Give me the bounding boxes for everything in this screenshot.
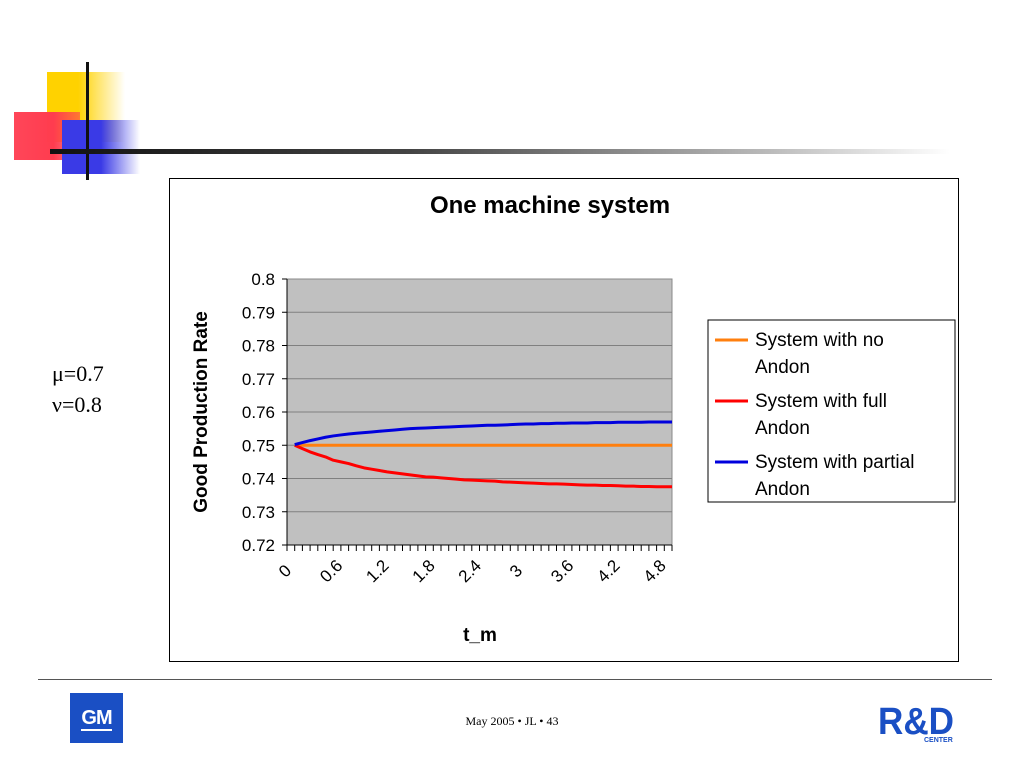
y-tick-label: 0.72 [242, 536, 275, 555]
x-ticks: 0 0.6 1.2 1.8 2.4 3 3.6 4.2 4.8 [275, 545, 673, 586]
rd-center-logo: R&D CENTER [878, 701, 954, 744]
x-tick-label: 1.2 [362, 556, 392, 586]
gm-logo-text: GM [81, 707, 113, 731]
header-deco-blue [62, 120, 140, 174]
footer-rule [38, 679, 992, 680]
line-chart: One machine system 0.80.790.780.770.760.… [191, 192, 956, 646]
y-tick-label: 0.76 [242, 403, 275, 422]
legend-box [707, 319, 956, 503]
series-line-3 [294, 420, 672, 447]
x-axis-label: t_m [463, 625, 497, 646]
y-tick-label: 0.8 [251, 270, 275, 289]
legend-label: System with no Andon [755, 330, 884, 378]
x-tick-label: 4.8 [640, 556, 670, 586]
rd-logo-text: R&D [878, 701, 954, 743]
header-deco-vline [86, 62, 89, 180]
y-tick-label: 0.78 [242, 337, 275, 356]
y-ticks: 0.8 0.79 0.78 0.77 0.76 0.75 0.74 0.73 0.72 [242, 270, 287, 555]
chart-title: One machine system [430, 192, 670, 219]
param-nu: ν=0.8 [52, 392, 102, 417]
rd-logo-subtext: CENTER [924, 737, 953, 744]
parameters: μ=0.7 ν=0.8 [52, 358, 104, 420]
y-tick-label: 0.74 [242, 470, 275, 489]
y-tick-label: 0.79 [242, 303, 275, 322]
y-tick-label: 0.77 [242, 370, 275, 389]
series-line-2 [294, 443, 672, 489]
x-tick-label: 0.6 [316, 556, 346, 586]
gm-logo: GM [70, 693, 123, 743]
y-tick-label: 0.75 [242, 436, 275, 455]
y-axis-label: Good Production Rate [191, 311, 212, 513]
series-layer [294, 420, 672, 489]
x-tick-label: 2.4 [455, 556, 485, 586]
grid-lines [287, 311, 672, 513]
legend: System with no Andon System with full Andon… [707, 319, 956, 503]
x-tick-label: 4.2 [593, 556, 623, 586]
x-tick-label: 3 [506, 561, 526, 581]
legend-label: System with partial Andon [755, 452, 914, 500]
x-tick-label: 1.8 [409, 556, 439, 586]
footer-text: May 2005 • JL • 43 [465, 714, 559, 728]
param-mu: μ=0.7 [52, 361, 104, 386]
x-tick-label: 0 [275, 561, 295, 581]
header-rule [50, 149, 950, 154]
y-tick-label: 0.73 [242, 503, 275, 522]
legend-label: System with full Andon [755, 391, 887, 439]
x-tick-label: 3.6 [547, 556, 577, 586]
